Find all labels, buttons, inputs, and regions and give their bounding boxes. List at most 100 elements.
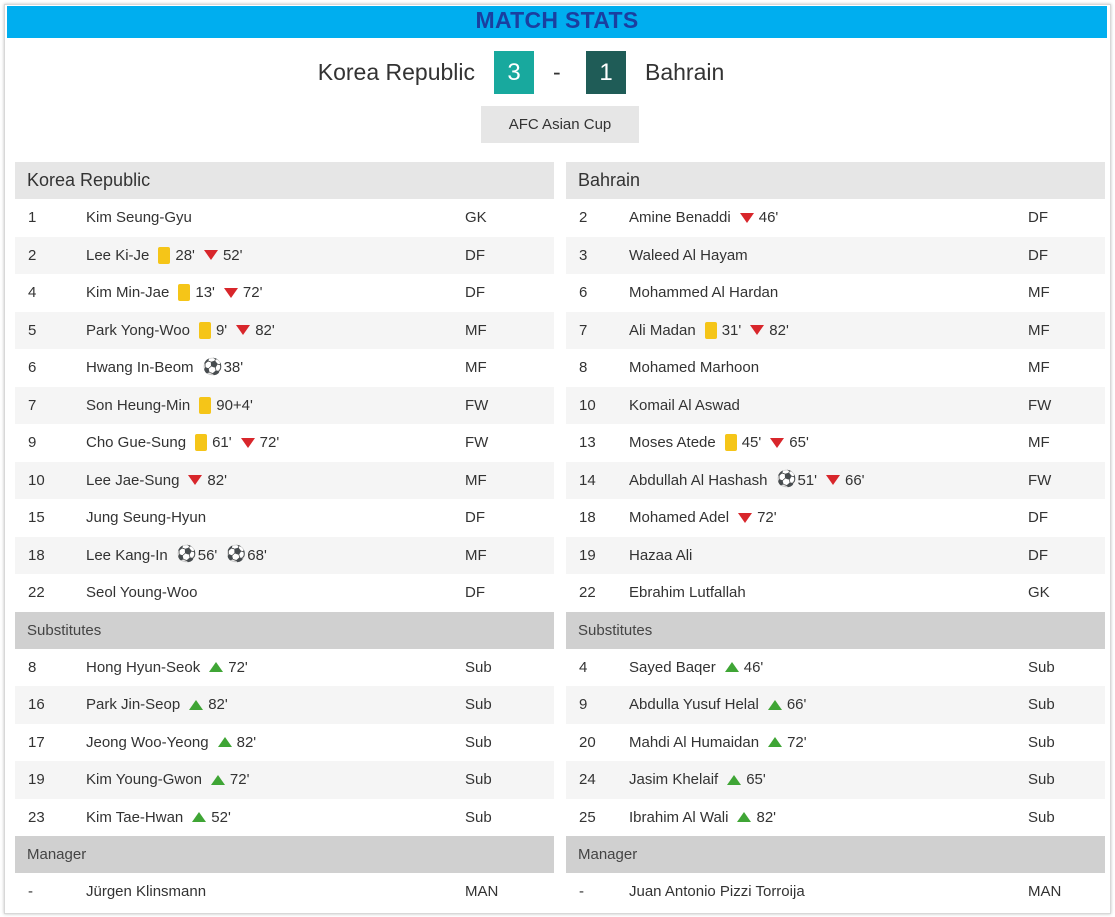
- player-position: DF: [465, 509, 485, 526]
- match-event: 82': [188, 462, 227, 499]
- sub-off-arrow-icon: [738, 512, 753, 523]
- player-name: Waleed Al Hayam: [629, 246, 748, 264]
- home-team-name: Korea Republic: [317, 59, 475, 85]
- player-position: FW: [1028, 396, 1052, 414]
- sub-off-arrow-icon: [203, 250, 218, 260]
- player-name-cell: Abdullah Al Hashash ⚽ 51' 66': [629, 462, 865, 499]
- match-event: 45': [724, 424, 761, 461]
- player-name: Hwang In-Beom: [86, 359, 194, 376]
- player-position: DF: [1028, 509, 1048, 526]
- yellow-card-icon: [178, 284, 191, 301]
- sub-on-arrow-icon: [192, 812, 207, 822]
- player-position: GK: [465, 209, 487, 226]
- player-row: 7 Son Heung-Min 90+4' FW: [15, 386, 554, 424]
- event-minute: 72': [229, 771, 250, 788]
- player-position: MF: [1028, 284, 1050, 301]
- player-name: Mohammed Al Hardan: [629, 284, 779, 301]
- player-number: 3: [579, 246, 588, 264]
- manager-position: MAN: [465, 883, 499, 900]
- player-number: 17: [28, 733, 45, 751]
- match-event: 72': [209, 649, 248, 686]
- player-row: 8 Mohamed Marhoon MF: [566, 349, 1105, 387]
- header-banner: MATCH STATS: [7, 6, 1107, 38]
- player-name-cell: Mohamed Adel 72': [629, 499, 777, 536]
- player-row: 6 Hwang In-Beom ⚽ 38' MF: [15, 349, 554, 387]
- player-number: 25: [579, 808, 596, 826]
- player-row: 15 Jung Seung-Hyun DF: [15, 499, 554, 537]
- match-event: 82': [217, 724, 256, 761]
- player-row: 25 Ibrahim Al Wali 82' Sub: [566, 799, 1105, 837]
- match-event: 82': [236, 312, 275, 349]
- goal-ball-icon: ⚽: [176, 546, 197, 563]
- player-position: MF: [465, 546, 487, 564]
- player-name: Lee Ki-Je: [86, 246, 150, 264]
- away-subs-list: 4 Sayed Baqer 46' Sub 9 Abdulla Yusuf Helal 66…: [566, 649, 1105, 837]
- player-name-cell: Kim Tae-Hwan 52': [86, 799, 231, 836]
- player-name-cell: Jung Seung-Hyun: [86, 499, 206, 536]
- event-minute: 72': [757, 509, 777, 526]
- event-minute: 65': [789, 434, 809, 451]
- sub-on-arrow-icon: [737, 812, 752, 822]
- sub-off-arrow-icon: [826, 475, 840, 485]
- player-number: 22: [28, 584, 45, 601]
- manager-number: -: [28, 883, 33, 900]
- sub-off-arrow-icon: [240, 437, 255, 448]
- player-name: Jeong Woo-Yeong: [86, 733, 209, 751]
- player-position: MF: [465, 321, 487, 339]
- sub-off-arrow-icon: [770, 437, 785, 448]
- event-minute: 72': [259, 434, 280, 451]
- player-number: 20: [579, 733, 596, 751]
- match-event: 72': [223, 274, 262, 311]
- sub-on-arrow-icon: [217, 737, 232, 747]
- player-name-cell: Waleed Al Hayam: [629, 237, 748, 274]
- event-minute: 46': [758, 209, 779, 226]
- player-row: 20 Mahdi Al Humaidan 72' Sub: [566, 724, 1105, 762]
- sub-off-arrow-icon: [188, 475, 203, 485]
- player-position: DF: [465, 284, 485, 301]
- match-event: 65': [770, 424, 809, 461]
- match-event: 46': [739, 199, 779, 236]
- player-name: Abdulla Yusuf Helal: [629, 696, 759, 713]
- player-position: Sub: [1028, 658, 1055, 676]
- player-row: 19 Hazaa Ali DF: [566, 536, 1105, 574]
- player-name-cell: Son Heung-Min 90+4': [86, 387, 253, 424]
- event-minute: 72': [228, 658, 248, 676]
- player-row: 5 Park Yong-Woo 9' 82' MF: [15, 311, 554, 349]
- match-event: 72': [768, 724, 807, 761]
- manager-name: Jürgen Klinsmann: [86, 883, 207, 900]
- event-minute: 82': [756, 808, 777, 826]
- player-name-cell: Kim Min-Jae 13' 72': [86, 274, 262, 311]
- player-row: 9 Abdulla Yusuf Helal 66' Sub: [566, 686, 1105, 724]
- match-event: ⚽ 56': [177, 537, 218, 574]
- event-minute: 82': [207, 471, 227, 489]
- player-number: 2: [579, 209, 588, 226]
- player-name: Park Jin-Seop: [86, 696, 181, 713]
- home-manager-heading: Manager: [15, 836, 554, 873]
- match-event: 61': [195, 424, 232, 461]
- player-number: 18: [28, 546, 45, 564]
- player-name: Park Yong-Woo: [86, 321, 190, 339]
- away-manager-list: - Juan Antonio Pizzi Torroija MAN: [566, 873, 1105, 911]
- player-number: 8: [28, 658, 37, 676]
- event-minute: 9': [215, 321, 228, 339]
- event-minute: 61': [212, 434, 232, 451]
- player-name-cell: Lee Kang-In ⚽ 56' ⚽ 68': [86, 537, 267, 574]
- away-starters-list: 2 Amine Benaddi 46' DF 3 Waleed Al Hayam DF 6 Mo…: [566, 199, 1105, 612]
- player-number: 22: [579, 584, 596, 601]
- player-number: 10: [579, 396, 596, 414]
- player-position: FW: [465, 396, 489, 414]
- player-number: 24: [579, 771, 596, 788]
- player-name: Cho Gue-Sung: [86, 434, 187, 451]
- player-name-cell: Moses Atede 45' 65': [629, 424, 809, 461]
- manager-name-cell: Jürgen Klinsmann: [86, 873, 206, 910]
- player-number: 6: [579, 284, 588, 301]
- player-name-cell: Park Yong-Woo 9' 82': [86, 312, 275, 349]
- player-position: Sub: [465, 733, 492, 751]
- player-position: Sub: [1028, 808, 1055, 826]
- player-number: 2: [28, 246, 37, 264]
- yellow-card-icon: [199, 396, 212, 414]
- sub-on-arrow-icon: [210, 774, 225, 785]
- match-event: 72': [240, 424, 280, 461]
- player-name-cell: Jeong Woo-Yeong 82': [86, 724, 256, 761]
- player-name: Ali Madan: [629, 321, 696, 339]
